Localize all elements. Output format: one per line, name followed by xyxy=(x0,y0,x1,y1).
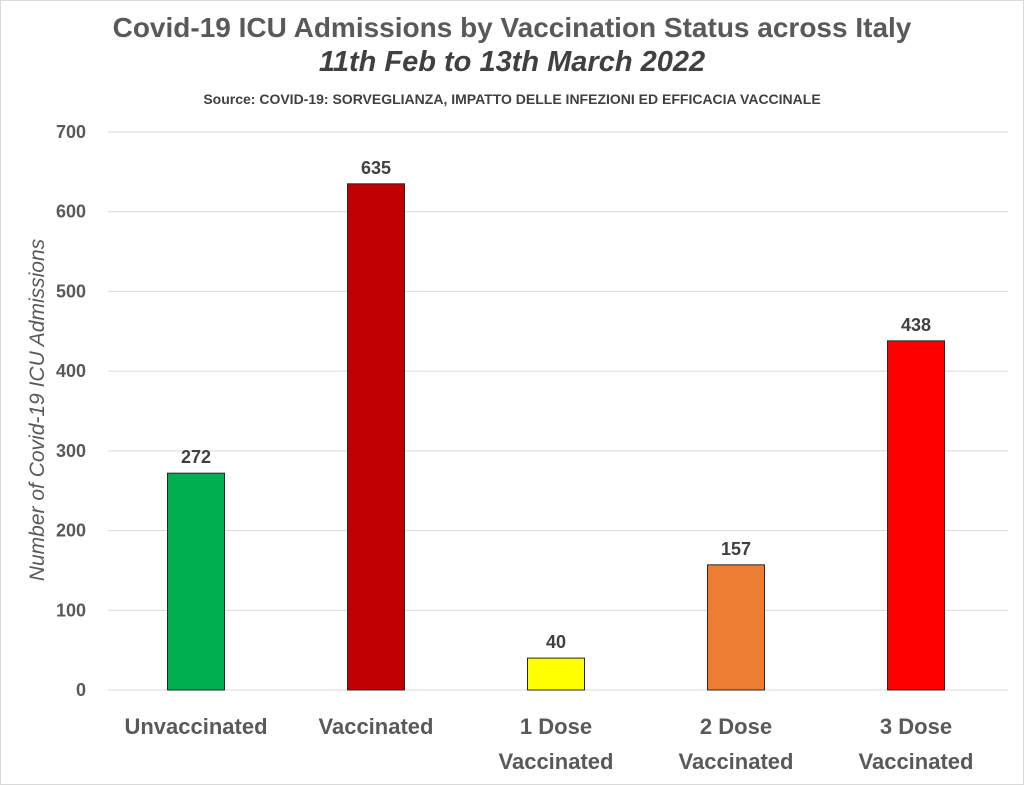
y-tick-label: 700 xyxy=(56,122,86,142)
x-category-label: Vaccinated xyxy=(319,714,434,739)
y-tick-label: 200 xyxy=(56,521,86,541)
bar xyxy=(347,183,405,691)
x-category-label: Unvaccinated xyxy=(124,714,267,739)
data-label: 157 xyxy=(721,539,751,559)
chart-title: Covid-19 ICU Admissions by Vaccination S… xyxy=(112,12,912,43)
data-label: 272 xyxy=(181,447,211,467)
y-tick-label: 400 xyxy=(56,361,86,381)
y-tick-label: 0 xyxy=(76,680,86,700)
x-category-label: 2 Dose xyxy=(700,714,772,739)
y-tick-label: 300 xyxy=(56,441,86,461)
bar xyxy=(707,564,765,691)
data-label: 635 xyxy=(361,158,391,178)
x-category-label: Vaccinated xyxy=(499,749,614,774)
data-label: 40 xyxy=(546,632,566,652)
data-label: 438 xyxy=(901,315,931,335)
y-tick-label: 500 xyxy=(56,281,86,301)
x-category-label: 1 Dose xyxy=(520,714,592,739)
y-tick-label: 100 xyxy=(56,600,86,620)
chart-source: Source: COVID-19: SORVEGLIANZA, IMPATTO … xyxy=(203,91,821,107)
bar xyxy=(887,340,945,691)
y-tick-label: 600 xyxy=(56,202,86,222)
chart-subtitle: 11th Feb to 13th March 2022 xyxy=(318,46,706,78)
x-category-label: Vaccinated xyxy=(859,749,974,774)
bar xyxy=(527,657,585,691)
bar xyxy=(167,472,225,691)
x-category-label: 3 Dose xyxy=(880,714,952,739)
x-category-label: Vaccinated xyxy=(679,749,794,774)
